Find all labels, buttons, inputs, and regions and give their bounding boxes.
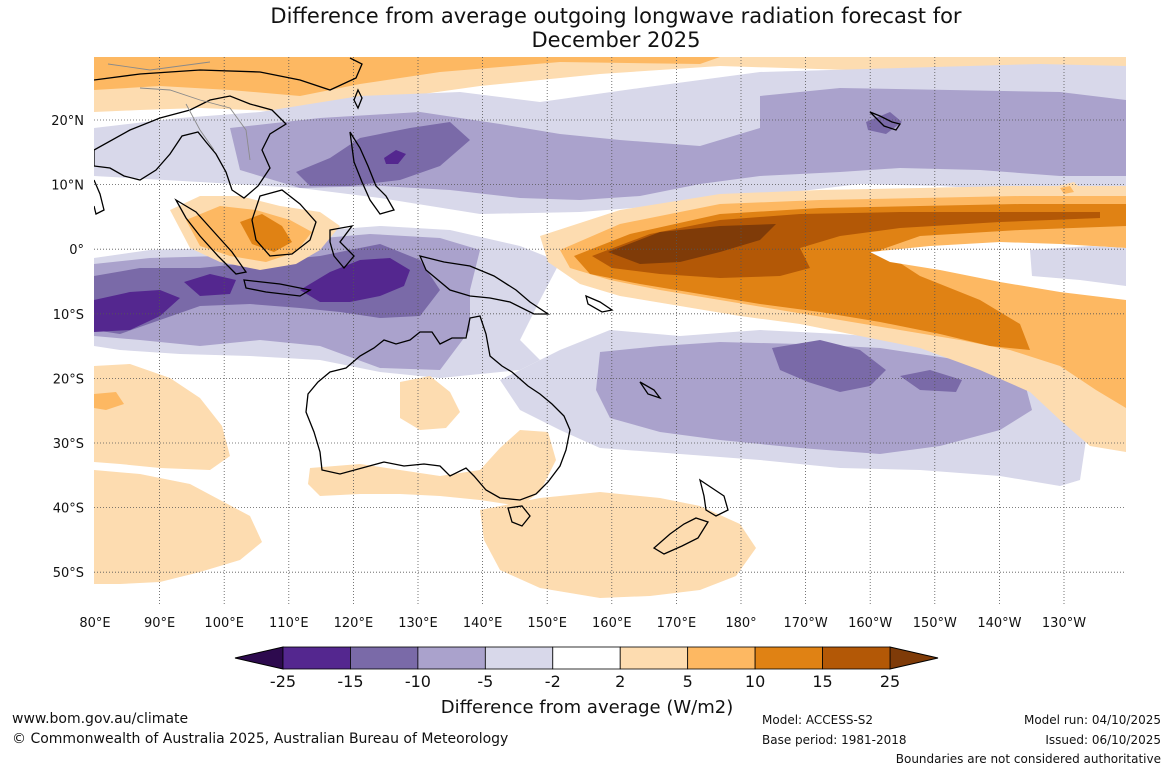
lon-label: 150°W: [913, 616, 957, 631]
map-title: Difference from average outgoing longwav…: [0, 4, 1173, 52]
anomaly-australia-orange-south: [308, 430, 556, 506]
lon-label: 170°W: [784, 616, 828, 631]
lat-label: 40°S: [53, 502, 84, 517]
footer-model-run: Model run: 04/10/2025: [1023, 713, 1161, 727]
anomaly-north-orange-mid: [94, 57, 720, 96]
colorbar-title: Difference from average (W/m2): [441, 697, 733, 718]
anomaly-north-purple-dark: [296, 122, 470, 186]
coastline-new-zealand-south: [652, 517, 709, 555]
anomaly-tasman-orange: [480, 492, 756, 598]
colorbar-tick: -2: [545, 672, 561, 691]
colorbar-tick: -15: [337, 672, 363, 691]
latitude-labels: 20°N 10°N 0° 10°S 20°S 30°S 40°S 50°S: [51, 114, 84, 581]
graticule: [94, 57, 1126, 605]
lon-label: 160°W: [848, 616, 892, 631]
coastline-new-caledonia: [639, 381, 662, 400]
colorbar-extend-low: [234, 646, 284, 670]
coastline-java: [243, 279, 312, 297]
longitude-labels: 80°E 90°E 100°E 110°E 120°E 130°E 140°E 150°E 16…: [79, 616, 1086, 631]
colorbar-bin: [552, 646, 621, 670]
coastline-sulawesi: [329, 225, 355, 270]
colorbar-bin: [484, 646, 554, 670]
colorbar-tick: -25: [270, 672, 296, 691]
coastline-borneo: [251, 189, 317, 257]
lon-label: 160°E: [592, 616, 632, 631]
country-borders: [107, 61, 251, 161]
footer-copyright: © Commonwealth of Australia 2025, Austra…: [12, 731, 509, 747]
anomaly-south-pacific-purple-dark: [772, 340, 962, 392]
colorbar-tick: 5: [683, 672, 693, 691]
anomaly-indian-ocean-orange-mid: [94, 392, 124, 410]
colorbar-bin: [754, 646, 823, 670]
lon-label: 130°W: [1042, 616, 1086, 631]
colorbar-bin: [417, 646, 486, 670]
lat-label: 20°S: [53, 372, 84, 387]
lat-label: 50°S: [53, 566, 84, 581]
lat-label: 30°S: [53, 437, 84, 452]
footer-website[interactable]: www.bom.gov.au/climate: [12, 711, 189, 727]
lon-label: 120°E: [334, 616, 374, 631]
coastline-new-zealand-north: [698, 478, 729, 517]
footer-model: Model: ACCESS-S2: [762, 713, 874, 727]
footer-base-period: Base period: 1981-2018: [762, 733, 907, 747]
colorbar-tick: 2: [615, 672, 625, 691]
anomaly-australia-orange-west: [400, 376, 460, 430]
lat-label: 10°N: [51, 179, 84, 194]
coastline-new-guinea: [418, 255, 551, 315]
colorbar-bin: [350, 646, 419, 670]
colorbar-bin: [687, 646, 756, 670]
coastlines: [94, 57, 902, 555]
coastline-taiwan: [353, 88, 363, 110]
lat-label: 10°S: [53, 308, 84, 323]
anomaly-north-pacific-orange-spot: [1060, 186, 1074, 194]
lon-label: 180°: [725, 616, 756, 631]
colorbar: -25 -15 -10 -5 -2 2 5 10 15 25: [234, 646, 939, 691]
lon-label: 80°E: [79, 616, 110, 631]
colorbar-extend-high: [889, 646, 939, 670]
footer-issued: Issued: 06/10/2025: [1045, 733, 1161, 747]
lon-label: 130°E: [398, 616, 438, 631]
colorbar-bin: [619, 646, 689, 670]
colorbar-tick: 25: [880, 672, 900, 691]
anomaly-north-purple-mid: [230, 88, 1126, 200]
lon-label: 170°E: [657, 616, 697, 631]
coastline-solomons: [585, 294, 614, 313]
coastline-australia: [305, 315, 571, 501]
lon-label: 110°E: [269, 616, 309, 631]
anomaly-philippine-dark: [384, 150, 406, 164]
lon-label: 140°W: [977, 616, 1021, 631]
lat-label: 20°N: [51, 114, 84, 129]
lon-label: 140°E: [463, 616, 503, 631]
coastline-hawaii: [869, 111, 902, 131]
anomaly-pacific-orange-darkest: [608, 224, 776, 264]
title-line-2: December 2025: [531, 28, 701, 52]
colorbar-bin: [282, 646, 351, 670]
coastline-china: [94, 57, 363, 91]
coastline-sumatra: [174, 198, 248, 275]
colorbar-tick: 15: [812, 672, 832, 691]
colorbar-tick: 10: [745, 672, 765, 691]
lat-label: 0°: [69, 243, 84, 258]
map-field: [94, 57, 1126, 605]
anomaly-indian-ocean-orange: [94, 364, 230, 470]
footer-disclaimer: Boundaries are not considered authoritat…: [895, 752, 1161, 766]
anomaly-southwest-orange: [94, 470, 262, 584]
anomaly-south-pacific-purple-mid: [596, 342, 1032, 454]
colorbar-tick: -10: [405, 672, 431, 691]
coastline-tasmania: [507, 505, 531, 527]
title-line-1: Difference from average outgoing longwav…: [270, 4, 962, 28]
lon-label: 150°E: [527, 616, 567, 631]
coastline-indochina: [94, 95, 288, 199]
coastline-philippines: [349, 131, 395, 215]
coastline-india-tip: [94, 179, 105, 215]
colorbar-tick: -5: [477, 672, 493, 691]
anomaly-pacific-purple-patch: [1030, 246, 1126, 286]
lon-label: 90°E: [144, 616, 175, 631]
anomaly-maritime-purple-deepest: [94, 258, 410, 332]
colorbar-bin: [822, 646, 891, 670]
lon-label: 100°E: [204, 616, 244, 631]
